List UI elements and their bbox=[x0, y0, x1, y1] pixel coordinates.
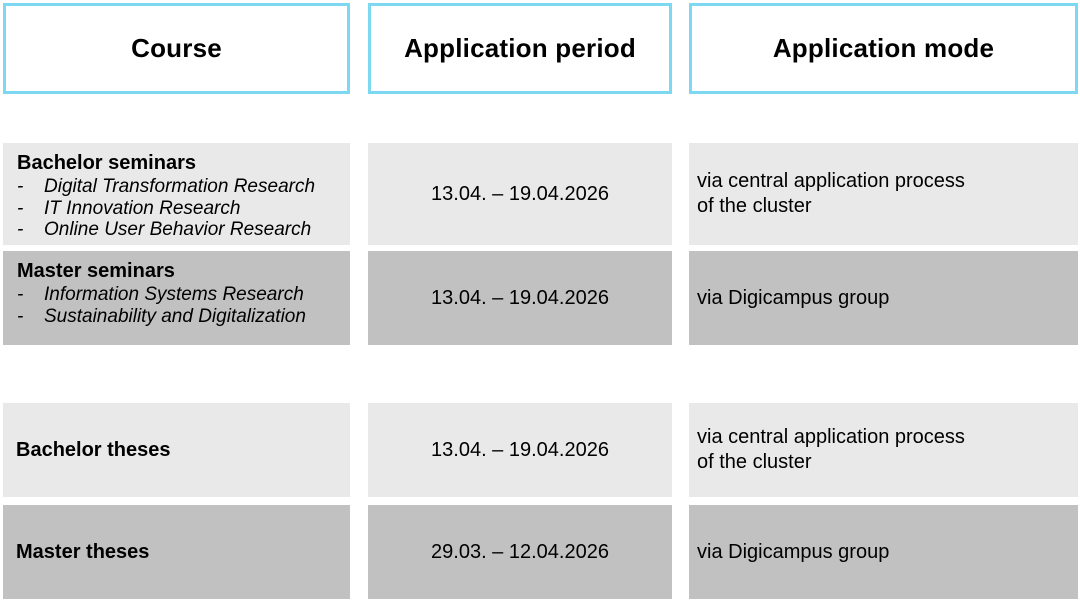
course-cell-master-seminars: Master seminars - Information Systems Re… bbox=[3, 251, 350, 345]
mode-cell-master-seminars: via Digicampus group bbox=[689, 251, 1078, 345]
column-header-course: Course bbox=[3, 3, 350, 94]
mode-text-line: via Digicampus group bbox=[697, 286, 890, 309]
list-item: - Online User Behavior Research bbox=[17, 219, 340, 241]
list-item: - Information Systems Research bbox=[17, 284, 340, 306]
list-item-text: IT Innovation Research bbox=[44, 197, 241, 219]
list-item-text: Sustainability and Digitalization bbox=[44, 305, 306, 327]
column-header-period-label: Application period bbox=[404, 33, 636, 63]
list-item: - Sustainability and Digitalization bbox=[17, 306, 340, 328]
period-cell-bachelor-seminars: 13.04. – 19.04.2026 bbox=[368, 143, 672, 245]
column-header-mode: Application mode bbox=[689, 3, 1078, 94]
mode-cell-bachelor-theses: via central application process of the c… bbox=[689, 403, 1078, 497]
period-text: 13.04. – 19.04.2026 bbox=[431, 286, 609, 309]
course-item-list: - Digital Transformation Research - IT I… bbox=[17, 176, 340, 241]
course-title: Master theses bbox=[16, 540, 150, 563]
list-item-text: Information Systems Research bbox=[44, 284, 304, 305]
mode-cell-bachelor-seminars: via central application process of the c… bbox=[689, 143, 1078, 245]
list-item-text: Online User Behavior Research bbox=[44, 219, 312, 240]
period-cell-master-seminars: 13.04. – 19.04.2026 bbox=[368, 251, 672, 345]
mode-text-line: via central application process bbox=[697, 426, 965, 448]
period-cell-bachelor-theses: 13.04. – 19.04.2026 bbox=[368, 403, 672, 497]
course-title: Master seminars bbox=[17, 260, 175, 282]
list-marker: - bbox=[17, 284, 24, 305]
list-marker: - bbox=[17, 197, 24, 219]
course-cell-bachelor-theses: Bachelor theses bbox=[3, 403, 350, 497]
mode-text-line: via Digicampus group bbox=[697, 540, 890, 563]
column-header-course-label: Course bbox=[131, 33, 222, 63]
list-marker: - bbox=[17, 176, 24, 197]
course-title: Bachelor theses bbox=[16, 438, 171, 461]
period-cell-master-theses: 29.03. – 12.04.2026 bbox=[368, 505, 672, 599]
list-item: - IT Innovation Research bbox=[17, 198, 340, 220]
course-cell-master-theses: Master theses bbox=[3, 505, 350, 599]
period-text: 13.04. – 19.04.2026 bbox=[431, 438, 609, 461]
course-item-list: - Information Systems Research - Sustain… bbox=[17, 284, 340, 327]
column-header-mode-label: Application mode bbox=[772, 33, 995, 63]
mode-cell-master-theses: via Digicampus group bbox=[689, 505, 1078, 599]
list-marker: - bbox=[17, 219, 24, 240]
mode-text-line: of the cluster bbox=[697, 451, 812, 473]
course-cell-bachelor-seminars: Bachelor seminars - Digital Transformati… bbox=[3, 143, 350, 245]
list-item: - Digital Transformation Research bbox=[17, 176, 340, 198]
mode-text-line: via central application process bbox=[697, 170, 965, 192]
column-header-period: Application period bbox=[368, 3, 672, 94]
period-text: 29.03. – 12.04.2026 bbox=[431, 540, 609, 563]
course-title: Bachelor seminars bbox=[17, 152, 196, 174]
mode-text-line: of the cluster bbox=[697, 195, 812, 217]
list-item-text: Digital Transformation Research bbox=[44, 176, 316, 197]
period-text: 13.04. – 19.04.2026 bbox=[431, 182, 609, 205]
list-marker: - bbox=[17, 305, 24, 327]
